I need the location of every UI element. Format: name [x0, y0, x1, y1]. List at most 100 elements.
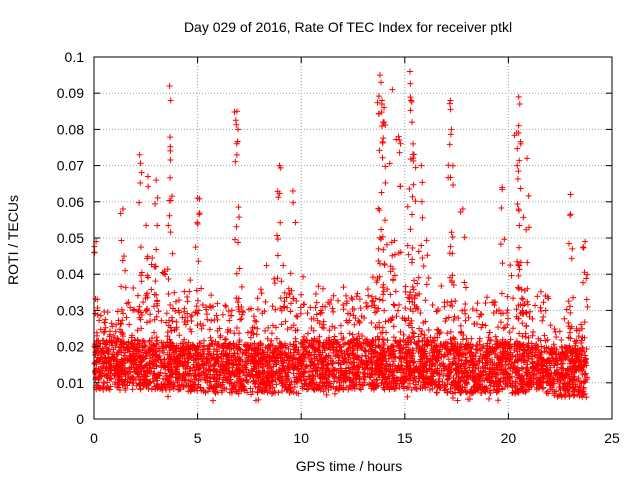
data-point [356, 340, 363, 347]
data-point [343, 300, 350, 307]
data-point [389, 372, 396, 379]
data-point [513, 130, 520, 137]
data-point [337, 322, 344, 329]
data-point [536, 383, 543, 390]
data-point [397, 328, 404, 335]
data-point [185, 388, 192, 395]
data-point [387, 263, 394, 270]
data-point [408, 98, 415, 105]
data-point [570, 392, 577, 399]
data-point [422, 384, 429, 391]
data-point [225, 354, 232, 361]
data-point [258, 387, 265, 394]
data-point [244, 379, 251, 386]
data-point [373, 368, 380, 375]
data-point [342, 368, 349, 375]
data-point [180, 349, 187, 356]
data-point [107, 357, 114, 364]
data-point [581, 319, 588, 326]
data-point [390, 323, 397, 330]
data-point [217, 332, 224, 339]
data-point [497, 310, 504, 317]
data-point [210, 350, 217, 357]
data-point [578, 365, 585, 372]
data-point [164, 266, 171, 273]
data-point [181, 308, 188, 315]
data-point [492, 350, 499, 357]
data-point [203, 359, 210, 366]
data-point [234, 373, 241, 380]
data-point [165, 367, 172, 374]
data-point [445, 356, 452, 363]
data-point [186, 346, 193, 353]
data-point [286, 291, 293, 298]
data-point [275, 389, 282, 396]
data-point [220, 376, 227, 383]
data-point [516, 375, 523, 382]
data-point [288, 378, 295, 385]
data-point [210, 362, 217, 369]
data-point [382, 217, 389, 224]
data-point [329, 305, 336, 312]
data-point [99, 367, 106, 374]
data-point [280, 357, 287, 364]
data-point [375, 356, 382, 363]
data-point [155, 308, 162, 315]
data-point [193, 287, 200, 294]
data-point [372, 336, 379, 343]
data-point [102, 324, 109, 331]
data-point [343, 359, 350, 366]
data-point [92, 369, 99, 376]
data-point [540, 299, 547, 306]
data-point [428, 366, 435, 373]
data-point [208, 292, 215, 299]
data-point [524, 155, 531, 162]
data-point [505, 315, 512, 322]
data-point [522, 389, 529, 396]
data-point [274, 236, 281, 243]
data-point [379, 335, 386, 342]
data-point [459, 374, 466, 381]
data-point [271, 353, 278, 360]
data-point [230, 360, 237, 367]
data-point [565, 381, 572, 388]
data-point [247, 360, 254, 367]
data-point [417, 372, 424, 379]
data-point [206, 326, 213, 333]
data-point [446, 361, 453, 368]
data-point [359, 361, 366, 368]
data-point [362, 347, 369, 354]
data-point [567, 211, 574, 218]
data-point [313, 311, 320, 318]
data-point [253, 318, 260, 325]
data-point [346, 374, 353, 381]
data-point [299, 361, 306, 368]
data-point [539, 317, 546, 324]
data-point [382, 163, 389, 170]
data-point [552, 328, 559, 335]
data-point [370, 377, 377, 384]
data-point [416, 290, 423, 297]
data-point [574, 354, 581, 361]
data-point [379, 297, 386, 304]
data-point [376, 72, 383, 79]
data-point [97, 372, 104, 379]
data-point [188, 373, 195, 380]
data-point [167, 147, 174, 154]
data-point [155, 345, 162, 352]
data-point [515, 356, 522, 363]
data-point [92, 376, 99, 383]
data-point [204, 351, 211, 358]
data-point [348, 379, 355, 386]
data-point [492, 298, 499, 305]
data-point [369, 297, 376, 304]
data-point [565, 366, 572, 373]
data-point [149, 255, 156, 262]
data-point [167, 97, 174, 104]
data-point [157, 362, 164, 369]
data-point [514, 385, 521, 392]
data-point [376, 147, 383, 154]
data-point [514, 175, 521, 182]
data-point [116, 326, 123, 333]
data-point [469, 389, 476, 396]
